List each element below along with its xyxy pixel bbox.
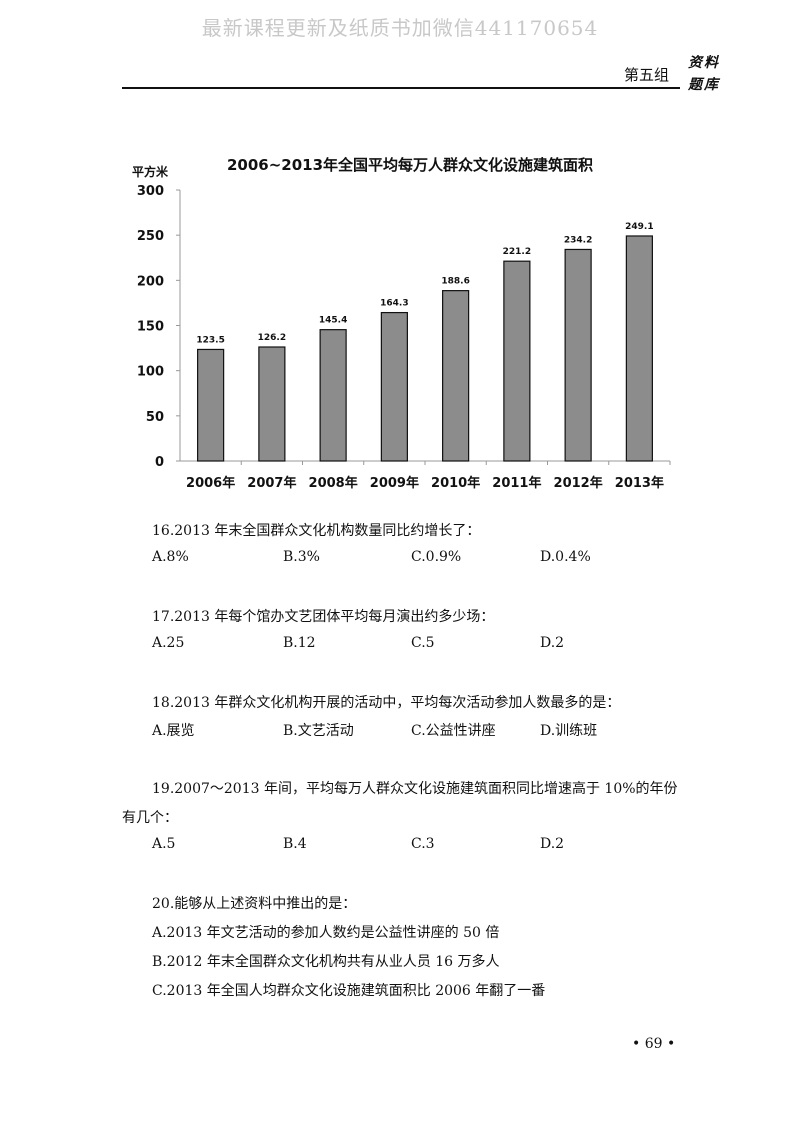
question-19-stem: 19.2007～2013 年间，平均每万人群众文化设施建筑面积同比增速高于 10… bbox=[152, 781, 678, 797]
y-tick-label: 150 bbox=[137, 320, 164, 335]
y-tick-label: 100 bbox=[137, 365, 164, 380]
question-16-option-a: A.8% bbox=[152, 549, 189, 565]
x-tick-label: 2012年 bbox=[554, 475, 603, 491]
question-18-option-b: B.文艺活动 bbox=[283, 723, 354, 739]
header-logo-text: 资料 题库 bbox=[688, 55, 720, 93]
data-label: 164.3 bbox=[380, 299, 408, 309]
question-16-stem: 16.2013 年末全国群众文化机构数量同比约增长了： bbox=[152, 523, 481, 539]
bar bbox=[564, 248, 592, 462]
question-17-option-c: C.5 bbox=[411, 635, 435, 651]
question-16-option-c: C.0.9% bbox=[411, 549, 462, 565]
x-tick-label: 2013年 bbox=[615, 475, 664, 491]
question-20-option-c: C.2013 年全国人均群众文化设施建筑面积比 2006 年翻了一番 bbox=[152, 983, 546, 999]
data-label: 221.2 bbox=[503, 247, 531, 257]
bar-chart: 2006~2013年全国平均每万人群众文化设施建筑面积 平方米 0 50 100 150 2… bbox=[130, 140, 690, 500]
question-20-option-a: A.2013 年文艺活动的参加人数约是公益性讲座的 50 倍 bbox=[152, 925, 500, 941]
question-17-option-b: B.12 bbox=[283, 635, 316, 651]
question-19-option-a: A.5 bbox=[152, 836, 176, 852]
question-18-option-d: D.训练班 bbox=[540, 723, 598, 739]
x-tick-label: 2007年 bbox=[247, 475, 296, 491]
bar bbox=[258, 346, 286, 462]
x-tick-label: 2010年 bbox=[431, 475, 480, 491]
question-19-option-c: C.3 bbox=[411, 836, 435, 852]
x-tick-label: 2006年 bbox=[186, 475, 235, 491]
y-tick-label: 0 bbox=[155, 455, 164, 470]
bar bbox=[197, 348, 225, 462]
y-tick-label: 300 bbox=[137, 184, 164, 199]
page-number: • 69 • bbox=[632, 1036, 676, 1052]
section-title: 第五组 bbox=[624, 66, 670, 84]
y-tick-label: 250 bbox=[137, 229, 164, 244]
question-17-option-d: D.2 bbox=[540, 635, 565, 651]
question-20-stem: 20.能够从上述资料中推出的是： bbox=[152, 896, 357, 912]
chart-title: 2006~2013年全国平均每万人群众文化设施建筑面积 bbox=[227, 156, 593, 174]
question-17-stem: 17.2013 年每个馆办文艺团体平均每月演出约多少场： bbox=[152, 609, 495, 625]
y-tick-label: 200 bbox=[137, 274, 164, 289]
data-label: 188.6 bbox=[441, 277, 469, 287]
y-tick-label: 50 bbox=[146, 410, 164, 425]
data-label: 249.1 bbox=[625, 222, 653, 232]
bar bbox=[442, 290, 470, 462]
x-tick-label: 2009年 bbox=[370, 475, 419, 491]
data-label: 126.2 bbox=[258, 333, 286, 343]
bar bbox=[625, 235, 653, 462]
bar bbox=[319, 329, 347, 462]
y-axis-label: 平方米 bbox=[132, 164, 169, 179]
x-tick-label: 2011年 bbox=[492, 475, 541, 491]
question-19-option-d: D.2 bbox=[540, 836, 565, 852]
question-18-option-c: C.公益性讲座 bbox=[411, 723, 496, 739]
question-16-option-b: B.3% bbox=[283, 549, 320, 565]
data-label: 145.4 bbox=[319, 316, 347, 326]
question-18-stem: 18.2013 年群众文化机构开展的活动中，平均每次活动参加人数最多的是： bbox=[152, 695, 621, 711]
question-19-stem-continued: 有几个： bbox=[122, 810, 178, 826]
chart-svg: 2006~2013年全国平均每万人群众文化设施建筑面积 平方米 0 50 100 150 2… bbox=[132, 156, 671, 491]
x-tick-label: 2008年 bbox=[309, 475, 358, 491]
data-label: 234.2 bbox=[564, 235, 592, 245]
question-20-option-b: B.2012 年末全国群众文化机构共有从业人员 16 万多人 bbox=[152, 954, 500, 970]
data-label: 123.5 bbox=[196, 335, 224, 345]
watermark: 最新课程更新及纸质书加微信441170654 bbox=[201, 16, 599, 40]
question-17-option-a: A.25 bbox=[152, 635, 185, 651]
header-divider bbox=[122, 87, 680, 89]
bar bbox=[503, 260, 531, 462]
question-19-option-b: B.4 bbox=[283, 836, 307, 852]
bar bbox=[380, 311, 408, 462]
question-18-option-a: A.展览 bbox=[152, 723, 195, 739]
question-16-option-d: D.0.4% bbox=[540, 549, 591, 565]
